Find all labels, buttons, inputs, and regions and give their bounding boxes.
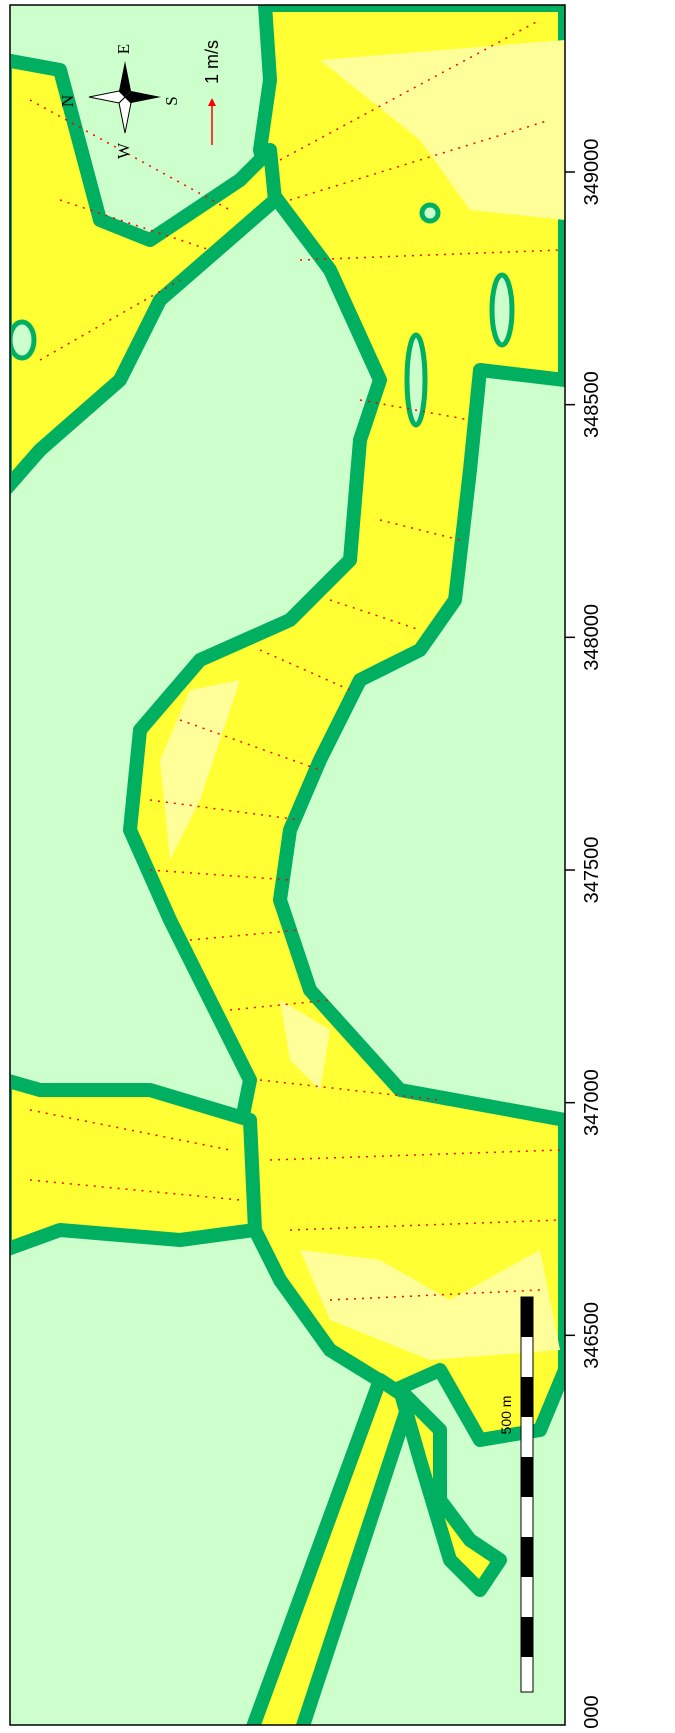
- frame: [9, 4, 566, 1726]
- compass-n: N: [58, 95, 77, 107]
- tick-label: 347000: [581, 1069, 603, 1136]
- compass-e: E: [114, 44, 133, 54]
- compass-w: W: [114, 142, 133, 159]
- velocity-arrowhead: [208, 98, 216, 106]
- compass-s: S: [162, 96, 181, 105]
- compass: N E S W: [58, 44, 181, 159]
- scale-bar-label: 500 m: [498, 1396, 514, 1435]
- edge-label: 000: [581, 1695, 603, 1728]
- tick-label: 347500: [581, 837, 603, 904]
- shallow: [160, 40, 565, 1360]
- tick-label: 348500: [581, 371, 603, 438]
- river: [10, 5, 565, 1725]
- velocity-vectors: [29, 19, 561, 1301]
- tick-label: 348000: [581, 604, 603, 671]
- scale-bar: [520, 1296, 534, 1693]
- velocity-legend: 1 m/s: [202, 40, 222, 84]
- tick-label: 349000: [581, 139, 603, 206]
- axis: 346500 347000 347500 348000 348500 349000: [565, 139, 603, 1369]
- map-area: N E S W 1 m/s 500 m: [10, 5, 565, 1725]
- tick-label: 346500: [581, 1302, 603, 1369]
- islands: [10, 202, 515, 428]
